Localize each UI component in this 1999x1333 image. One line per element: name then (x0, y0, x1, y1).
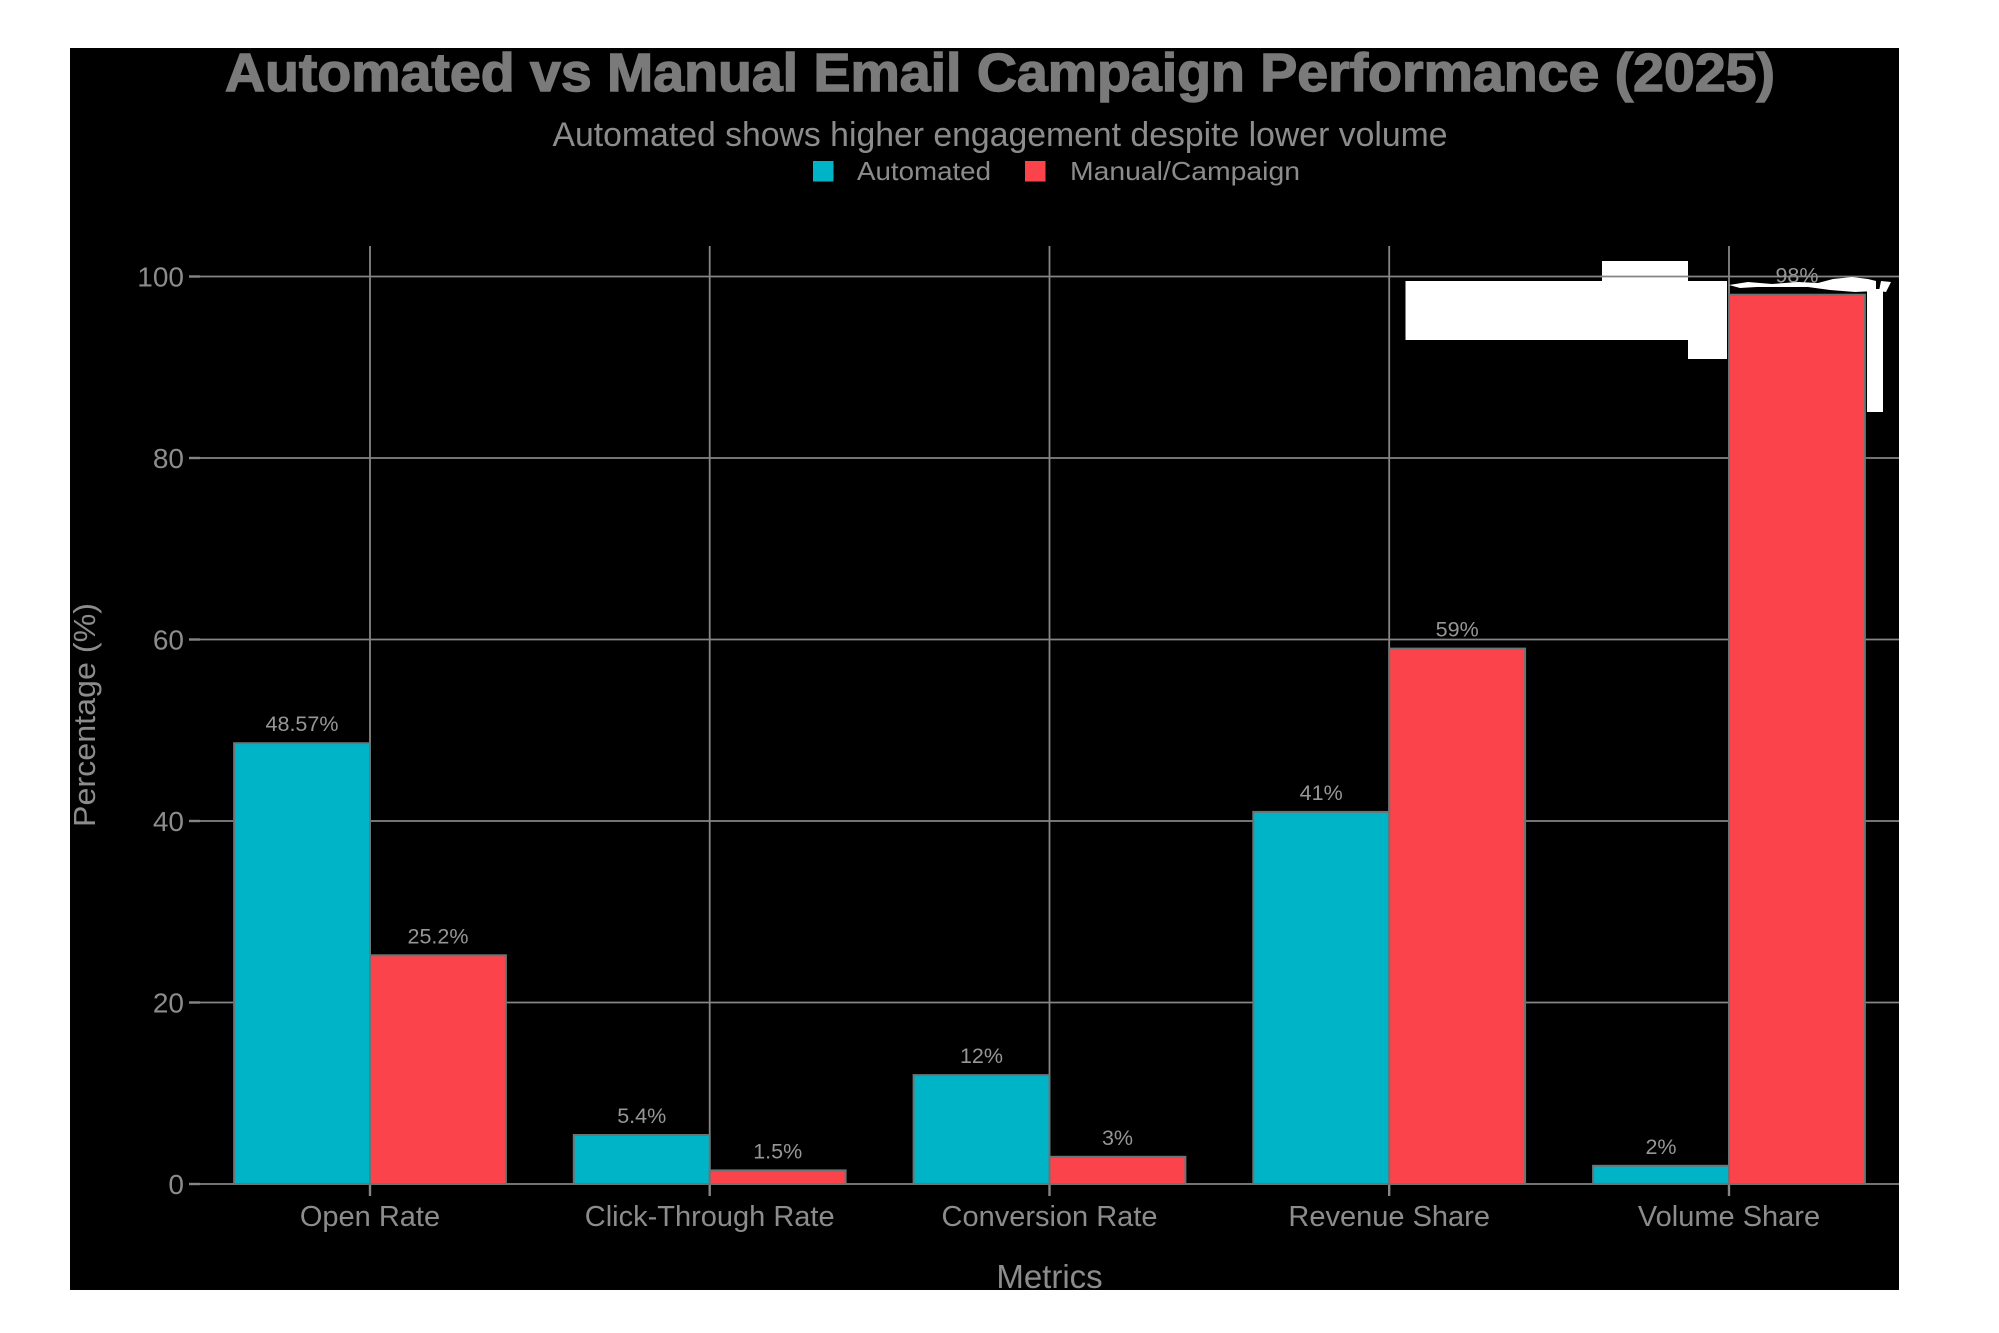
svg-text:48.57%: 48.57% (266, 712, 339, 736)
svg-text:12%: 12% (960, 1044, 1003, 1068)
svg-text:Automated vs Manual Email Camp: Automated vs Manual Email Campaign Perfo… (225, 43, 1775, 103)
svg-text:Manual/Campaign: Manual/Campaign (1070, 156, 1300, 186)
svg-text:Automated shows higher engagem: Automated shows higher engagement despit… (553, 116, 1448, 154)
svg-text:Open Rate: Open Rate (300, 1201, 440, 1233)
svg-text:1.5%: 1.5% (753, 1139, 802, 1163)
svg-text:59%: 59% (1436, 618, 1479, 642)
svg-text:3%: 3% (1102, 1126, 1133, 1150)
svg-text:60: 60 (153, 625, 184, 656)
svg-text:Conversion Rate: Conversion Rate (942, 1201, 1158, 1233)
svg-text:41%: 41% (1300, 781, 1343, 805)
svg-text:80: 80 (153, 443, 184, 474)
svg-text:Automated: Automated (857, 156, 991, 186)
svg-text:0: 0 (168, 1169, 184, 1200)
svg-text:40: 40 (153, 806, 184, 837)
svg-text:Click-Through Rate: Click-Through Rate (585, 1201, 835, 1233)
svg-text:2%: 2% (1645, 1135, 1676, 1159)
svg-text:5.4%: 5.4% (617, 1104, 666, 1128)
svg-text:Percentage (%): Percentage (%) (67, 603, 102, 827)
svg-text:20: 20 (153, 988, 184, 1019)
svg-text:Revenue Share: Revenue Share (1288, 1201, 1490, 1233)
svg-text:Volume Share: Volume Share (1638, 1201, 1820, 1233)
svg-text:100: 100 (137, 262, 184, 293)
svg-text:25.2%: 25.2% (408, 924, 469, 948)
svg-text:Metrics: Metrics (996, 1258, 1102, 1295)
